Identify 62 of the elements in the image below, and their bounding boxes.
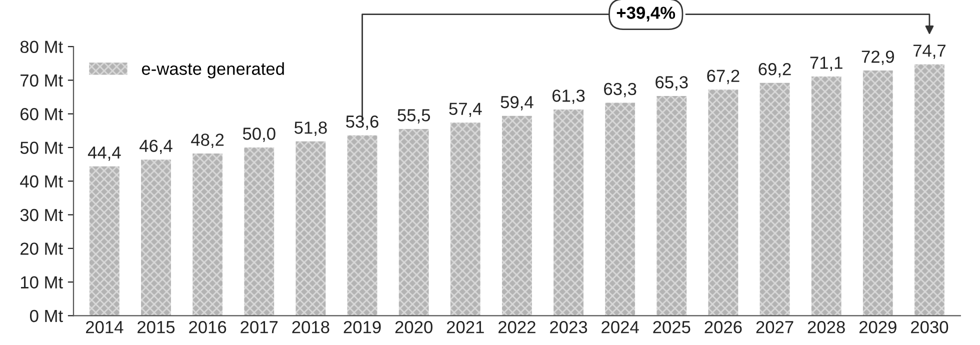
- bar: [192, 154, 223, 316]
- x-tick-label: 2028: [808, 320, 845, 334]
- bar: [296, 141, 326, 316]
- bar: [914, 64, 944, 316]
- x-tick-label: 2014: [86, 320, 124, 334]
- x-tick-label: 2016: [189, 320, 226, 334]
- data-label: 67,2: [707, 70, 740, 84]
- y-tick-label: 80 Mt: [20, 40, 63, 54]
- y-tick-label: 30 Mt: [20, 208, 63, 222]
- data-label: 48,2: [191, 134, 224, 148]
- data-label: 44,4: [88, 146, 121, 161]
- x-tick-label: 2020: [395, 320, 432, 334]
- y-tick-label: 60 Mt: [20, 108, 63, 120]
- data-label: 71,1: [810, 56, 842, 71]
- bar: [141, 160, 171, 316]
- x-tick-label: 2017: [240, 320, 278, 334]
- bar: [450, 122, 480, 316]
- x-tick-label: 2027: [756, 320, 794, 334]
- data-label: 74,7: [913, 44, 946, 59]
- y-tick-label: 70 Mt: [20, 74, 63, 87]
- data-label: 53,6: [346, 115, 378, 130]
- x-tick-label: 2022: [498, 320, 536, 334]
- bar: [862, 70, 893, 316]
- text: +39,4%: [616, 6, 676, 22]
- x-tick-label: 2026: [704, 320, 742, 334]
- bar: [656, 96, 687, 316]
- x-tick-label: 2023: [550, 320, 588, 334]
- data-label: 59,4: [500, 96, 534, 110]
- bar: [398, 128, 429, 316]
- data-label: 69,2: [758, 63, 791, 78]
- bar: [605, 102, 636, 316]
- data-label: 72,9: [862, 50, 894, 65]
- x-tick-label: 2025: [653, 320, 690, 334]
- data-label: 55,5: [398, 109, 430, 124]
- bar: [244, 147, 274, 316]
- data-label: 51,8: [294, 122, 327, 136]
- legend-label: e-waste generated: [142, 62, 284, 78]
- x-tick-label: 2030: [911, 320, 948, 334]
- data-label: 65,3: [656, 76, 688, 90]
- x-tick-label: 2018: [292, 320, 330, 334]
- y-tick-label: 40 Mt: [20, 175, 63, 188]
- bar: [554, 109, 584, 316]
- data-label: 50,0: [242, 128, 276, 142]
- y-tick-label: 0 Mt: [30, 310, 63, 322]
- bar: [347, 135, 378, 316]
- bar: [89, 166, 120, 316]
- y-tick-label: 10 Mt: [20, 276, 63, 288]
- x-tick-label: 2021: [446, 320, 484, 334]
- data-label: 61,3: [552, 90, 585, 104]
- bar: [760, 82, 790, 316]
- x-tick-label: 2029: [859, 320, 896, 334]
- bar: [502, 116, 532, 316]
- bar: [811, 76, 842, 316]
- y-tick-label: 50 Mt: [20, 142, 63, 154]
- data-label: 46,4: [140, 140, 172, 154]
- y-tick-label: 20 Mt: [20, 242, 63, 255]
- data-label: 57,4: [449, 102, 482, 118]
- x-tick-label: 2019: [344, 320, 381, 334]
- x-tick-label: 2015: [138, 320, 175, 334]
- bar: [708, 90, 738, 316]
- data-label: 63,3: [604, 82, 636, 98]
- x-tick-label: 2024: [602, 320, 639, 334]
